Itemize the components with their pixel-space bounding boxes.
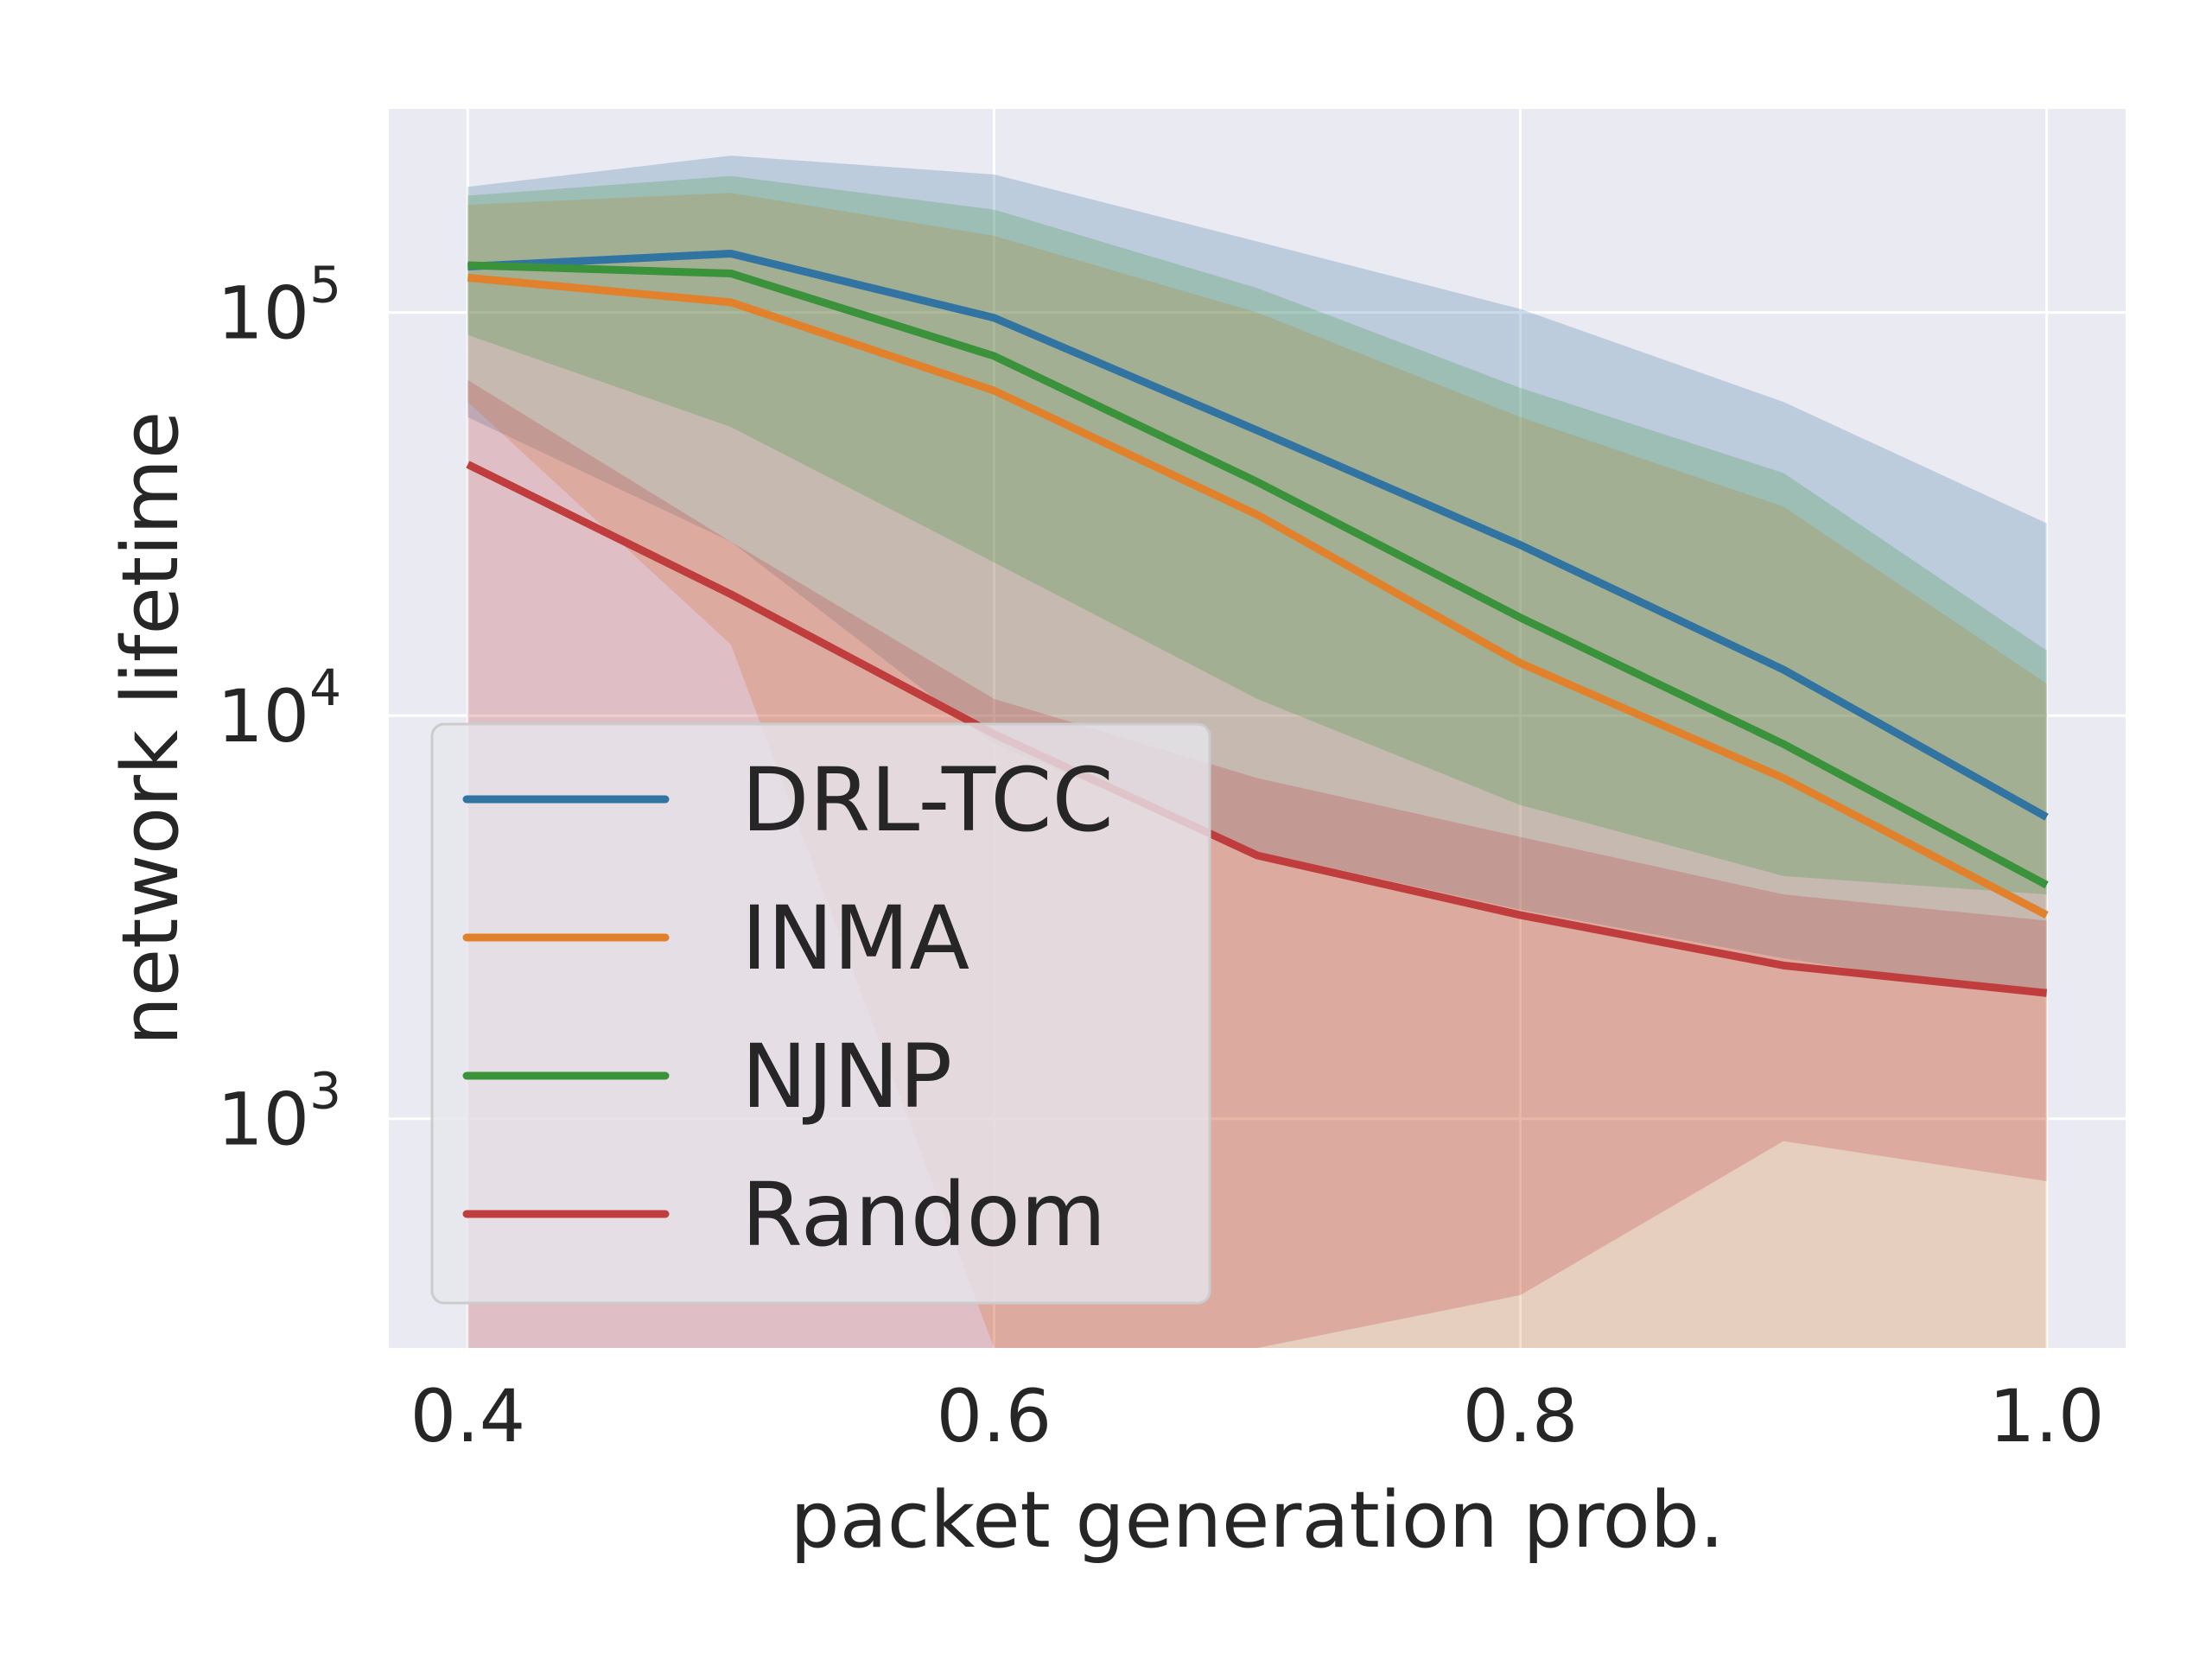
y-axis-label: network lifetime [105, 411, 196, 1046]
x-tick-label-2: 0.8 [1463, 1374, 1579, 1459]
y-tick-label-2: 105 [217, 256, 341, 356]
confidence-bands [467, 156, 2047, 1349]
x-tick-labels: 0.4 0.6 0.8 1.0 [410, 1374, 2105, 1459]
band-inma [467, 193, 2047, 1349]
legend-label-drl-tcc: DRL-TCC [741, 749, 1114, 852]
legend: DRL-TCC INMA NJNP Random [430, 722, 1211, 1305]
x-tick-label-1: 0.6 [937, 1374, 1052, 1459]
legend-label-random: Random [741, 1164, 1106, 1267]
x-axis-label: packet generation prob. [791, 1475, 1725, 1566]
legend-box [430, 722, 1211, 1305]
series-lines [466, 249, 2049, 997]
legend-label-inma: INMA [741, 887, 969, 990]
legend-label-njnp: NJNP [741, 1026, 952, 1128]
y-tick-label-1: 104 [217, 658, 341, 759]
band-drl-tcc [467, 156, 2047, 998]
line-inma [467, 273, 2049, 919]
y-tick-labels: 103 104 105 [217, 256, 341, 1162]
line-drl-tcc [467, 249, 2049, 821]
band-njnp [467, 175, 2047, 895]
x-tick-label-0: 0.4 [410, 1374, 526, 1459]
x-tick-label-3: 1.0 [1989, 1374, 2105, 1459]
line-random [466, 461, 2048, 997]
line-njnp [467, 261, 2049, 889]
y-tick-label-0: 103 [217, 1062, 341, 1162]
